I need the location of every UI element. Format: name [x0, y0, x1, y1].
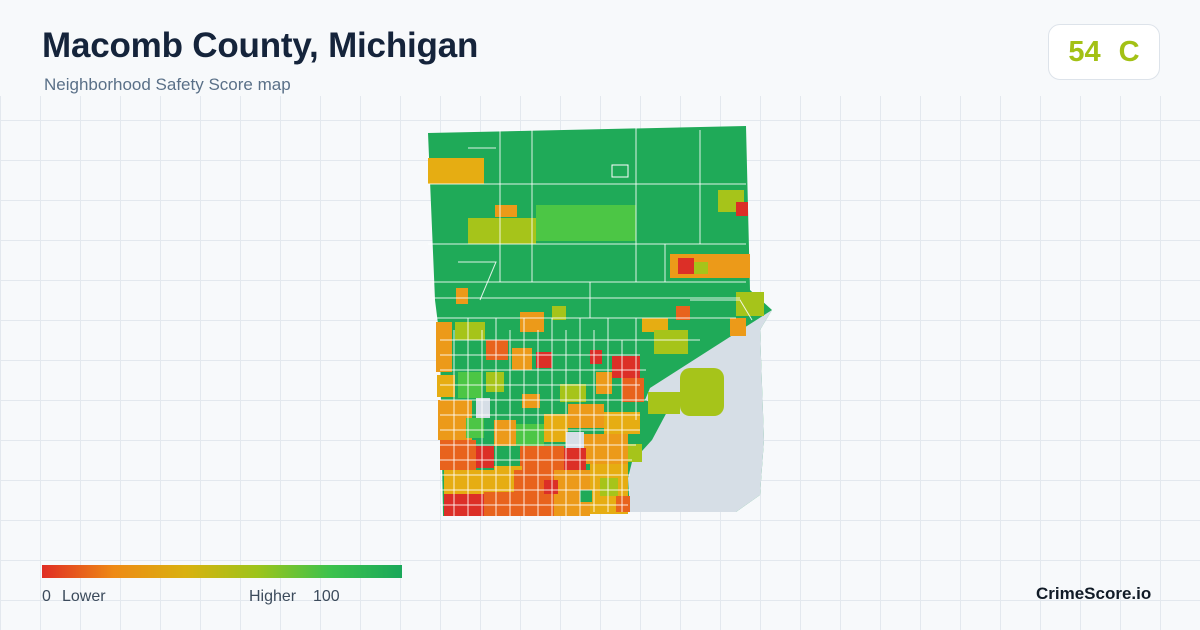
tract: [544, 414, 568, 442]
tract: [428, 158, 484, 184]
tract: [520, 446, 564, 472]
tract: [654, 330, 688, 354]
tract: [436, 322, 452, 372]
tract: [580, 490, 592, 502]
tract: [566, 432, 584, 448]
tract: [568, 404, 604, 428]
legend-min-value: 0: [42, 588, 51, 605]
tract: [512, 348, 532, 370]
tract: [466, 418, 484, 438]
tract: [560, 384, 586, 402]
legend-min-label: Lower: [62, 588, 106, 605]
page-subtitle: Neighborhood Safety Score map: [44, 75, 291, 94]
tract: [600, 478, 618, 496]
tract: [476, 450, 492, 466]
tract: [468, 218, 536, 244]
tract: [484, 492, 514, 516]
tract: [520, 312, 544, 332]
legend-max-value: 100: [313, 588, 340, 605]
tract: [730, 318, 746, 336]
legend-max-label: Higher: [249, 588, 297, 605]
tract: [486, 340, 508, 360]
tract: [552, 306, 566, 320]
tract: [536, 205, 636, 241]
tract: [611, 164, 629, 178]
page-title: Macomb County, Michigan: [42, 26, 479, 65]
tract: [616, 496, 630, 512]
tract: [736, 202, 748, 216]
tract: [522, 394, 540, 408]
tract: [516, 424, 544, 446]
tract: [676, 306, 690, 320]
tract: [437, 375, 455, 397]
brand-logo-text: CrimeScore.io: [1036, 584, 1152, 603]
tract: [536, 352, 552, 368]
header: [0, 0, 1200, 96]
tract: [494, 420, 516, 446]
tract: [612, 356, 640, 378]
tract: [596, 372, 612, 394]
tract: [694, 262, 708, 274]
tract-boundaries: [428, 128, 753, 516]
tract: [486, 372, 504, 392]
tract: [622, 378, 644, 402]
tract: [590, 350, 602, 364]
tract: [476, 398, 490, 418]
tract: [455, 322, 485, 340]
score-value: 54: [1068, 35, 1101, 68]
score-grade: C: [1118, 35, 1140, 68]
tract: [648, 392, 680, 414]
score-badge: 54 C: [1048, 24, 1160, 80]
tract: [456, 288, 468, 304]
tract: [680, 368, 724, 416]
tract: [564, 448, 586, 470]
tract: [642, 318, 668, 332]
tract: [544, 480, 558, 494]
tract: [678, 258, 694, 274]
tract: [628, 444, 642, 462]
legend-gradient-bar: [42, 565, 402, 578]
tract: [495, 205, 517, 217]
tract: [736, 292, 764, 316]
tract: [584, 434, 628, 464]
